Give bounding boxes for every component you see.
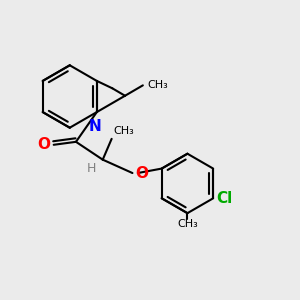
- Text: CH₃: CH₃: [177, 218, 198, 229]
- Text: CH₃: CH₃: [147, 80, 168, 90]
- Text: N: N: [89, 118, 102, 134]
- Text: H: H: [87, 162, 96, 175]
- Text: Cl: Cl: [216, 191, 232, 206]
- Text: O: O: [135, 166, 148, 181]
- Text: O: O: [37, 137, 50, 152]
- Text: CH₃: CH₃: [113, 126, 134, 136]
